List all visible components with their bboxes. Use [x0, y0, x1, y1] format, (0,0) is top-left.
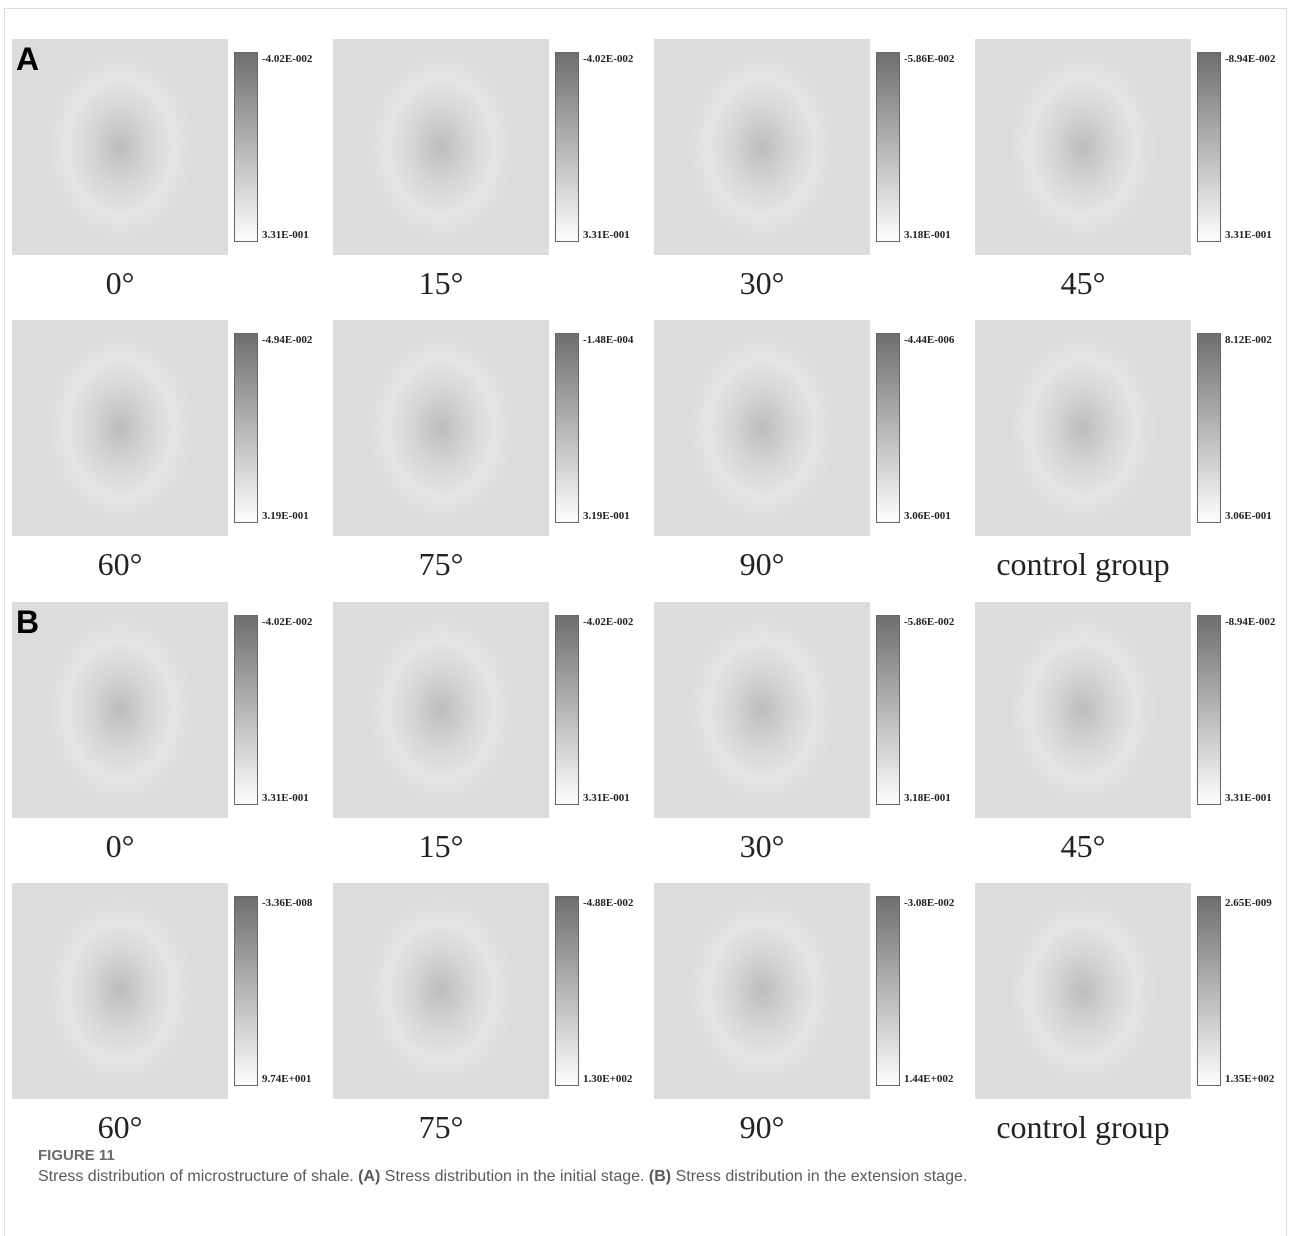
panel-caption: control group — [963, 546, 1203, 583]
stress-image — [333, 39, 549, 255]
panel-caption: 30° — [642, 265, 882, 302]
section-label: A — [16, 41, 39, 78]
panel-caption: 0° — [0, 828, 240, 865]
colorbar — [234, 52, 258, 242]
stress-image — [654, 320, 870, 536]
colorbar-max: -4.02E-002 — [583, 53, 633, 65]
colorbar-min: 3.31E-001 — [1225, 229, 1272, 241]
colorbar-max: -5.86E-002 — [904, 53, 954, 65]
caption-part: Stress distribution in the initial stage… — [380, 1168, 649, 1185]
colorbar-max: -3.36E-008 — [262, 897, 312, 909]
panel-caption: 90° — [642, 1109, 882, 1146]
caption-part: Stress distribution in the extension sta… — [671, 1168, 967, 1185]
colorbar-max: -4.02E-002 — [262, 53, 312, 65]
panel-caption: 30° — [642, 828, 882, 865]
colorbar-min: 1.30E+002 — [583, 1073, 632, 1085]
colorbar — [1197, 615, 1221, 805]
panel-caption: 45° — [963, 828, 1203, 865]
stress-image — [333, 883, 549, 1099]
figure-title: FIGURE 11 — [38, 1147, 115, 1164]
colorbar — [234, 333, 258, 523]
colorbar-max: -8.94E-002 — [1225, 616, 1275, 628]
panel-caption: 45° — [963, 265, 1203, 302]
colorbar-min: 3.06E-001 — [1225, 510, 1272, 522]
caption-part: Stress distribution of microstructure of… — [38, 1168, 358, 1185]
colorbar — [234, 896, 258, 1086]
panel-caption: 90° — [642, 546, 882, 583]
colorbar-min: 3.18E-001 — [904, 792, 951, 804]
stress-image — [12, 39, 228, 255]
colorbar — [555, 333, 579, 523]
colorbar — [555, 896, 579, 1086]
stress-image — [12, 883, 228, 1099]
figure-caption: Stress distribution of microstructure of… — [38, 1168, 967, 1186]
stress-image — [975, 883, 1191, 1099]
colorbar-max: 8.12E-002 — [1225, 334, 1272, 346]
colorbar-min: 1.44E+002 — [904, 1073, 953, 1085]
colorbar-min: 3.19E-001 — [583, 510, 630, 522]
colorbar — [1197, 52, 1221, 242]
panel-caption: 75° — [321, 546, 561, 583]
panel-caption: 0° — [0, 265, 240, 302]
stress-image — [654, 39, 870, 255]
stress-image — [333, 320, 549, 536]
panel-caption: 60° — [0, 546, 240, 583]
colorbar-max: -5.86E-002 — [904, 616, 954, 628]
colorbar-max: -1.48E-004 — [583, 334, 633, 346]
page: -4.02E-002 3.31E-001 0° -4.02E-002 3.31E-001… — [0, 0, 1293, 1236]
colorbar-min: 1.35E+002 — [1225, 1073, 1274, 1085]
section-label: B — [16, 604, 39, 641]
colorbar — [555, 615, 579, 805]
colorbar — [876, 333, 900, 523]
panel-caption: 15° — [321, 265, 561, 302]
colorbar-max: -4.88E-002 — [583, 897, 633, 909]
colorbar-min: 3.31E-001 — [1225, 792, 1272, 804]
colorbar-max: -4.02E-002 — [262, 616, 312, 628]
colorbar — [876, 52, 900, 242]
stress-image — [654, 602, 870, 818]
stress-image — [12, 602, 228, 818]
colorbar-min: 3.06E-001 — [904, 510, 951, 522]
colorbar — [1197, 333, 1221, 523]
stress-image — [333, 602, 549, 818]
colorbar-max: -4.02E-002 — [583, 616, 633, 628]
caption-part: (A) — [358, 1168, 380, 1185]
colorbar-min: 3.19E-001 — [262, 510, 309, 522]
panel-caption: 75° — [321, 1109, 561, 1146]
stress-image — [975, 320, 1191, 536]
colorbar-max: 2.65E-009 — [1225, 897, 1272, 909]
colorbar — [876, 896, 900, 1086]
colorbar-min: 3.18E-001 — [904, 229, 951, 241]
colorbar — [555, 52, 579, 242]
colorbar-min: 9.74E+001 — [262, 1073, 311, 1085]
colorbar — [876, 615, 900, 805]
colorbar-min: 3.31E-001 — [583, 229, 630, 241]
stress-image — [12, 320, 228, 536]
colorbar-min: 3.31E-001 — [262, 792, 309, 804]
colorbar-max: -4.94E-002 — [262, 334, 312, 346]
panel-caption: control group — [963, 1109, 1203, 1146]
stress-image — [975, 602, 1191, 818]
panel-caption: 60° — [0, 1109, 240, 1146]
colorbar-max: -8.94E-002 — [1225, 53, 1275, 65]
colorbar-min: 3.31E-001 — [583, 792, 630, 804]
caption-part: (B) — [649, 1168, 671, 1185]
colorbar-max: -4.44E-006 — [904, 334, 954, 346]
stress-image — [654, 883, 870, 1099]
panel-caption: 15° — [321, 828, 561, 865]
colorbar — [234, 615, 258, 805]
stress-image — [975, 39, 1191, 255]
colorbar-min: 3.31E-001 — [262, 229, 309, 241]
colorbar — [1197, 896, 1221, 1086]
colorbar-max: -3.08E-002 — [904, 897, 954, 909]
